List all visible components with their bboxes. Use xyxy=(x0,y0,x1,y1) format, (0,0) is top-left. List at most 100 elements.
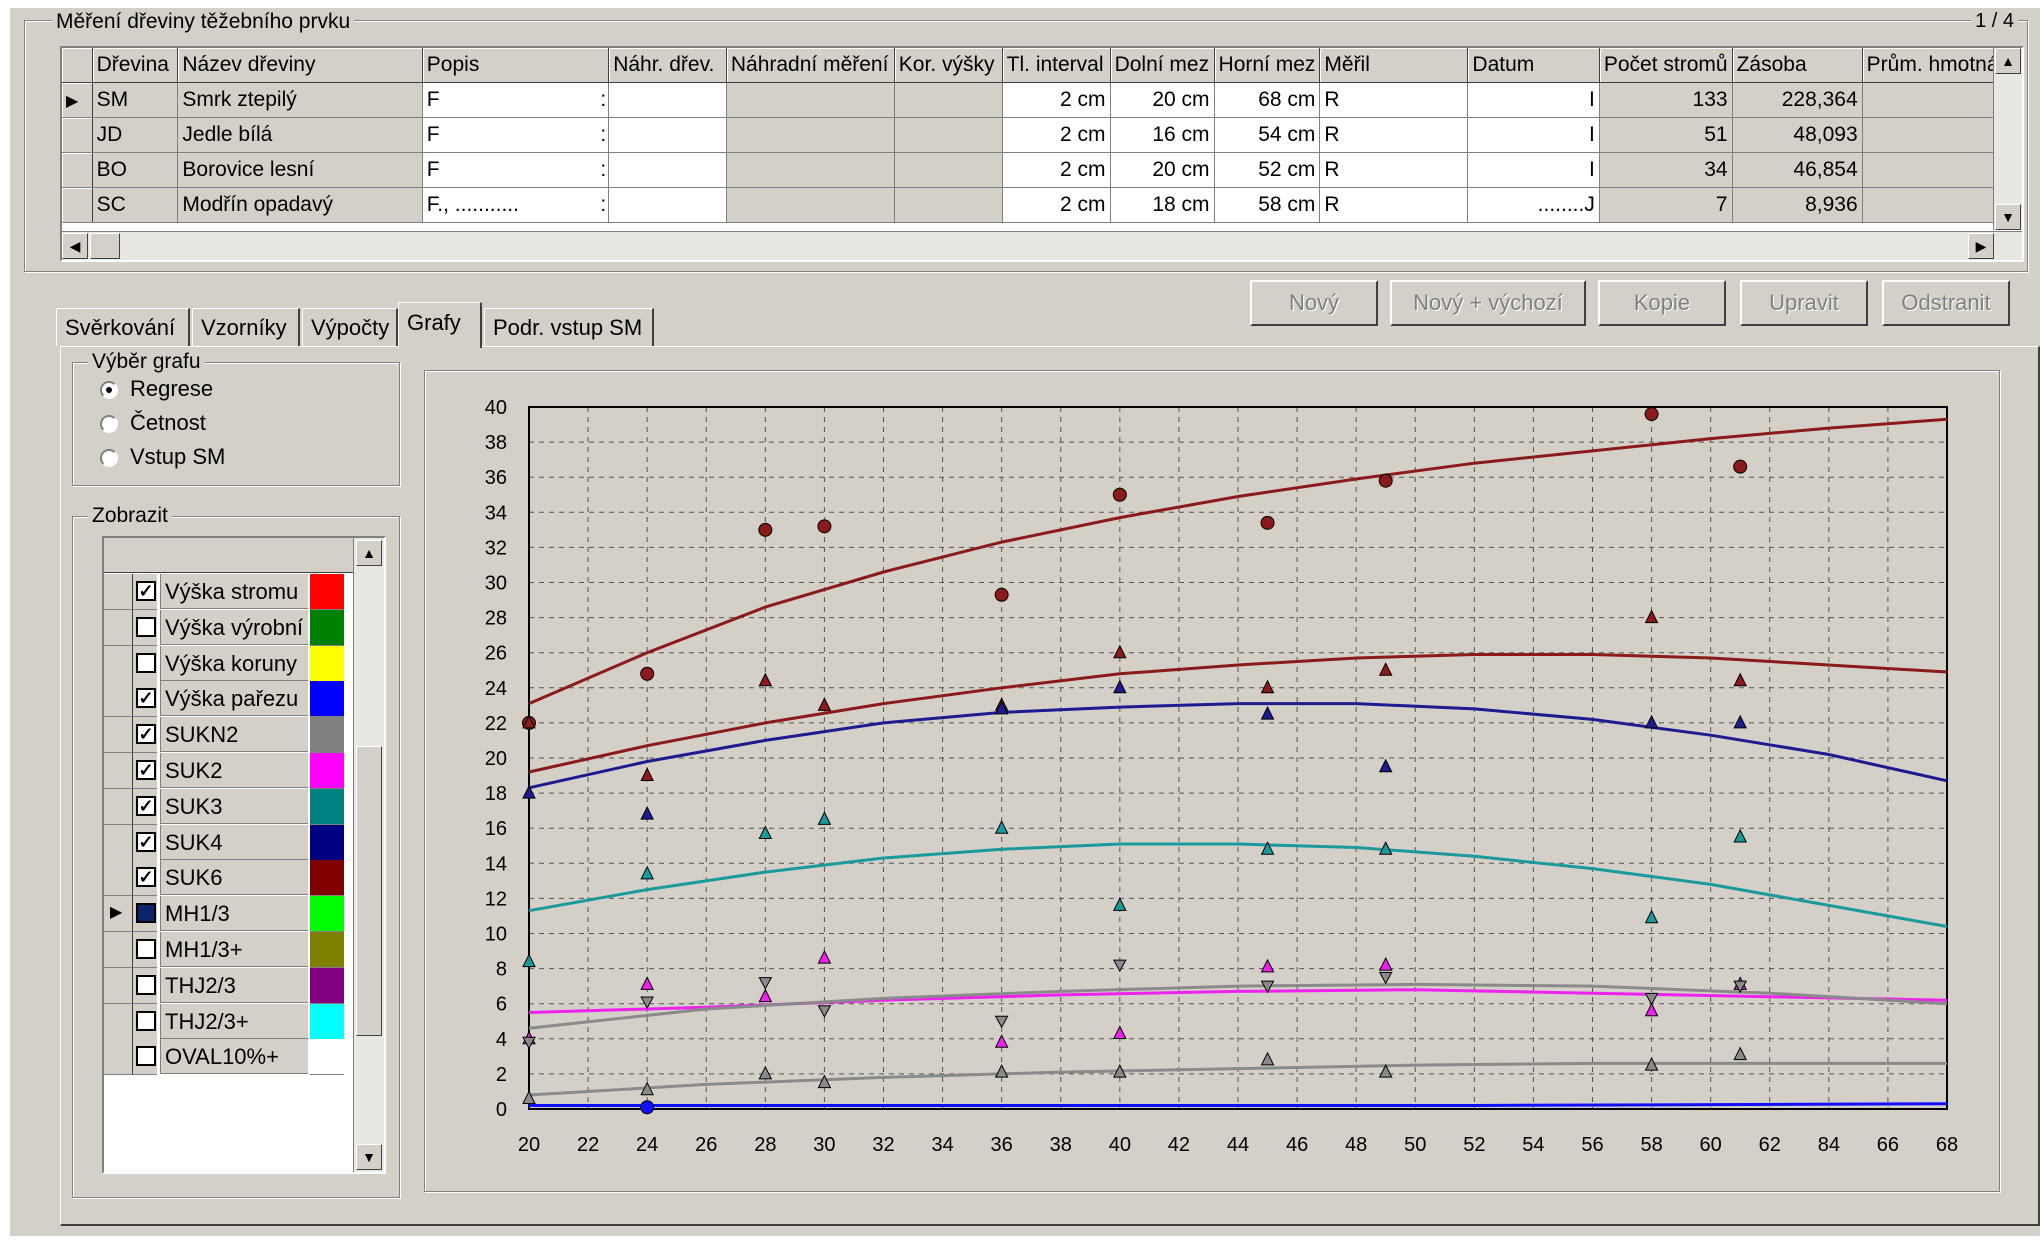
list-row-indicator[interactable] xyxy=(104,860,133,897)
grid-col-kor-vysky[interactable]: Kor. výšky xyxy=(894,48,1003,83)
tab-podr-vstup-sm[interactable]: Podr. vstup SM xyxy=(484,308,654,346)
cell-popis[interactable]: F., ...........: xyxy=(422,187,610,223)
list-row-indicator[interactable] xyxy=(104,609,133,646)
grid-col-meril[interactable]: Měřil xyxy=(1319,48,1469,83)
tab-vzorniky[interactable]: Vzorníky xyxy=(192,308,300,346)
cell-horni-mez[interactable]: 58 cm xyxy=(1214,187,1321,223)
list-row-indicator[interactable]: ▶ xyxy=(104,896,133,933)
series-checkbox[interactable] xyxy=(136,939,156,959)
scroll-left-icon[interactable]: ◀ xyxy=(62,233,88,259)
series-checkbox[interactable] xyxy=(136,1046,156,1067)
series-checkbox[interactable]: ✓ xyxy=(136,795,156,816)
cell-meril[interactable]: R xyxy=(1319,82,1469,118)
list-row-indicator[interactable] xyxy=(104,788,133,825)
scroll-thumb[interactable] xyxy=(90,233,120,259)
list-item[interactable]: Výška koruny xyxy=(104,645,356,682)
row-indicator[interactable] xyxy=(62,117,93,153)
scroll-up-icon[interactable]: ▲ xyxy=(356,540,382,566)
new-default-button[interactable]: Nový + výchozí xyxy=(1390,280,1586,326)
display-list-scrollbar[interactable]: ▲ ▼ xyxy=(353,538,384,1172)
cell-dolni-mez[interactable]: 20 cm xyxy=(1110,152,1215,188)
cell-dolni-mez[interactable]: 20 cm xyxy=(1110,82,1215,118)
cell-nahr-drev[interactable] xyxy=(608,82,727,118)
cell-popis[interactable]: F: xyxy=(422,152,610,188)
list-item[interactable]: MH1/3+ xyxy=(104,932,356,968)
cell-pocet-stromu[interactable]: 7 xyxy=(1599,187,1733,223)
list-item[interactable]: ✓ Výška pařezu xyxy=(104,681,356,718)
cell-nahradni-mereni[interactable] xyxy=(726,152,895,188)
list-item[interactable]: ✓ SUK4 xyxy=(104,824,356,861)
series-checkbox[interactable] xyxy=(136,616,156,637)
list-row-indicator[interactable] xyxy=(104,932,133,968)
cell-kor-vysky[interactable] xyxy=(894,152,1003,188)
list-item[interactable]: ▶ MH1/3 xyxy=(104,896,356,933)
row-indicator[interactable] xyxy=(62,187,93,223)
cell-nahr-drev[interactable] xyxy=(608,187,727,223)
list-row-indicator[interactable] xyxy=(104,645,133,682)
cell-kor-vysky[interactable] xyxy=(894,82,1003,118)
cell-nazev[interactable]: Jedle bílá xyxy=(177,117,423,153)
cell-drevina[interactable]: SC xyxy=(92,187,179,223)
cell-dolni-mez[interactable]: 16 cm xyxy=(1110,117,1215,153)
cell-dolni-mez[interactable]: 18 cm xyxy=(1110,187,1215,223)
cell-tl-interval[interactable]: 2 cm xyxy=(1002,82,1111,118)
cell-pocet-stromu[interactable]: 34 xyxy=(1599,152,1733,188)
grid-col-datum[interactable]: Datum xyxy=(1467,48,1600,83)
series-checkbox[interactable]: ✓ xyxy=(136,581,156,601)
cell-zasoba[interactable]: 228,364 xyxy=(1732,82,1863,118)
cell-tl-interval[interactable]: 2 cm xyxy=(1002,187,1111,223)
list-row-indicator[interactable] xyxy=(104,967,133,1004)
grid-col-drevina[interactable]: Dřevina xyxy=(92,48,179,83)
series-checkbox[interactable]: ✓ xyxy=(136,688,156,709)
species-grid[interactable]: Dřevina Název dřeviny Popis Náhr. dřev. … xyxy=(60,46,2024,262)
cell-nahradni-mereni[interactable] xyxy=(726,117,895,153)
grid-col-popis[interactable]: Popis xyxy=(422,48,610,83)
cell-meril[interactable]: R xyxy=(1319,117,1469,153)
table-row[interactable]: SC Modřín opadavý F., ...........: 2 cm 18 c… xyxy=(62,187,2022,223)
row-indicator[interactable]: ▶ xyxy=(62,82,93,118)
cell-zasoba[interactable]: 48,093 xyxy=(1732,117,1863,153)
grid-vertical-scrollbar[interactable]: ▲ ▼ xyxy=(1993,48,2022,230)
new-button[interactable]: Nový xyxy=(1250,280,1378,326)
list-item[interactable]: ✓ SUK2 xyxy=(104,753,356,789)
scroll-thumb[interactable] xyxy=(356,746,382,1036)
cell-datum[interactable]: ........J xyxy=(1467,187,1600,223)
cell-nahradni-mereni[interactable] xyxy=(726,82,895,118)
list-item[interactable]: THJ2/3+ xyxy=(104,1003,356,1040)
list-item[interactable]: ✓ SUKN2 xyxy=(104,717,356,754)
scroll-right-icon[interactable]: ▶ xyxy=(1968,233,1994,259)
radio-regrese[interactable]: Regrese xyxy=(100,374,213,404)
cell-nahr-drev[interactable] xyxy=(608,152,727,188)
cell-pocet-stromu[interactable]: 51 xyxy=(1599,117,1733,153)
list-item[interactable]: OVAL10%+ xyxy=(104,1039,356,1076)
series-checkbox[interactable] xyxy=(136,652,156,673)
tab-vypocty[interactable]: Výpočty xyxy=(302,308,398,346)
list-row-indicator[interactable] xyxy=(104,824,133,861)
list-row-indicator[interactable] xyxy=(104,681,133,718)
cell-zasoba[interactable]: 46,854 xyxy=(1732,152,1863,188)
row-indicator[interactable] xyxy=(62,152,93,188)
series-checkbox[interactable]: ✓ xyxy=(136,831,156,852)
grid-col-nahradni-mereni[interactable]: Náhradní měření xyxy=(726,48,895,83)
series-checkbox[interactable] xyxy=(136,974,156,995)
cell-kor-vysky[interactable] xyxy=(894,187,1003,223)
grid-horizontal-scrollbar[interactable]: ◀ ▶ xyxy=(62,231,2022,260)
cell-horni-mez[interactable]: 68 cm xyxy=(1214,82,1321,118)
cell-meril[interactable]: R xyxy=(1319,187,1469,223)
grid-col-horni-mez[interactable]: Horní mez xyxy=(1214,48,1321,83)
cell-pocet-stromu[interactable]: 133 xyxy=(1599,82,1733,118)
grid-col-pocet-stromu[interactable]: Počet stromů xyxy=(1599,48,1733,83)
list-row-indicator[interactable] xyxy=(104,753,133,789)
cell-horni-mez[interactable]: 54 cm xyxy=(1214,117,1321,153)
delete-button[interactable]: Odstranit xyxy=(1882,280,2010,326)
list-item[interactable]: ✓ SUK3 xyxy=(104,788,356,825)
edit-button[interactable]: Upravit xyxy=(1740,280,1868,326)
series-checkbox[interactable]: ✓ xyxy=(136,724,156,745)
scroll-up-icon[interactable]: ▲ xyxy=(1995,48,2021,74)
radio-cetnost[interactable]: Četnost xyxy=(100,408,206,438)
cell-popis[interactable]: F: xyxy=(422,117,610,153)
list-row-indicator[interactable] xyxy=(104,717,133,754)
cell-nazev[interactable]: Modřín opadavý xyxy=(177,187,423,223)
list-item[interactable]: ✓ Výška stromu xyxy=(104,574,356,610)
